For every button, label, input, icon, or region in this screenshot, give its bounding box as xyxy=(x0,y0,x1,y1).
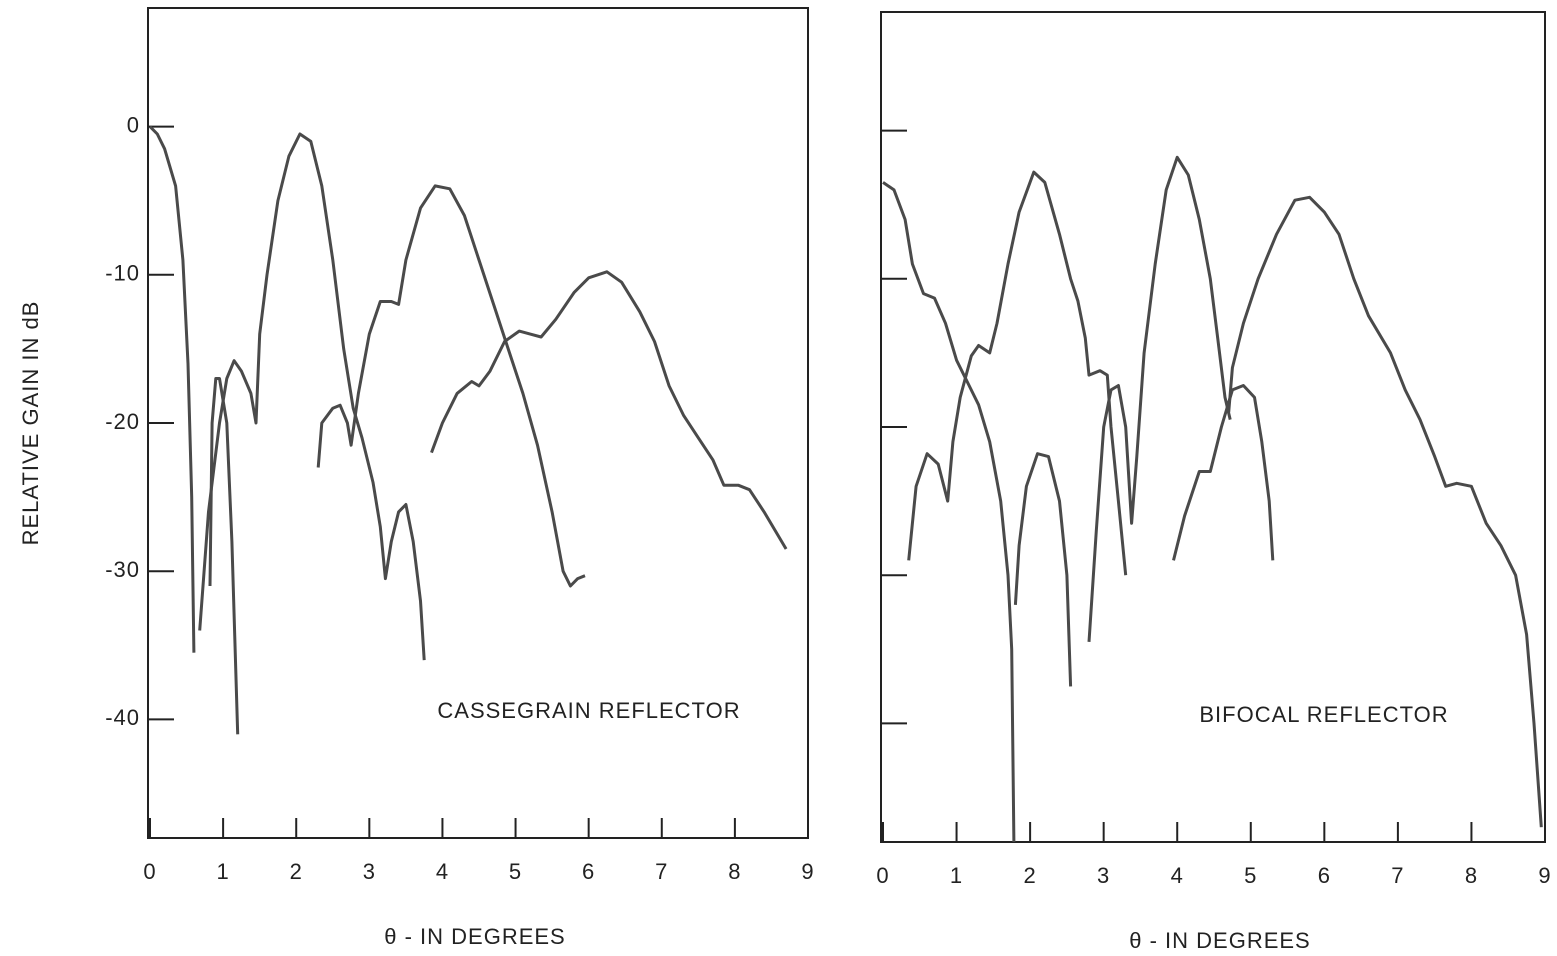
x-tick-label: 4 xyxy=(436,859,449,884)
x-tick-label: 6 xyxy=(1318,863,1331,888)
y-tick-label: -40 xyxy=(105,705,140,730)
x-tick-label: 5 xyxy=(1244,863,1257,888)
x-tick-label: 8 xyxy=(728,859,741,884)
annotation: BIFOCAL REFLECTOR xyxy=(1199,702,1448,727)
curve xyxy=(430,270,788,550)
x-tick-label: 2 xyxy=(1023,863,1036,888)
curve xyxy=(1087,155,1232,642)
x-tick-label: 2 xyxy=(290,859,303,884)
y-axis-label: RELATIVE GAIN IN dB xyxy=(18,301,43,546)
curve xyxy=(882,181,1016,843)
curve xyxy=(208,377,240,735)
curve xyxy=(1227,195,1543,828)
y-tick-label: 0 xyxy=(127,112,140,137)
y-tick-label: -10 xyxy=(105,261,140,286)
x-tick-label: 5 xyxy=(509,859,522,884)
x-tick-label: 9 xyxy=(1538,863,1551,888)
x-tick-label: 4 xyxy=(1171,863,1184,888)
annotation: CASSEGRAIN REFLECTOR xyxy=(437,698,740,723)
x-tick-label: 0 xyxy=(143,859,156,884)
x-tick-label: 1 xyxy=(216,859,229,884)
x-tick-label: 9 xyxy=(801,859,814,884)
curve xyxy=(148,125,196,653)
curve xyxy=(1013,452,1073,687)
curve xyxy=(1172,384,1275,561)
x-tick-label: 7 xyxy=(1391,863,1404,888)
x-axis-label: θ - IN DEGREES xyxy=(384,924,565,949)
x-axis-label: θ - IN DEGREES xyxy=(1129,928,1310,953)
x-tick-label: 1 xyxy=(950,863,963,888)
x-tick-label: 3 xyxy=(363,859,376,884)
curve xyxy=(198,132,426,661)
x-tick-label: 0 xyxy=(876,863,889,888)
x-tick-label: 7 xyxy=(655,859,668,884)
x-tick-label: 3 xyxy=(1097,863,1110,888)
curve xyxy=(907,170,1128,576)
curve xyxy=(316,184,586,588)
y-tick-label: -20 xyxy=(105,409,140,434)
x-tick-label: 6 xyxy=(582,859,595,884)
y-tick-label: -30 xyxy=(105,557,140,582)
x-tick-label: 8 xyxy=(1465,863,1478,888)
